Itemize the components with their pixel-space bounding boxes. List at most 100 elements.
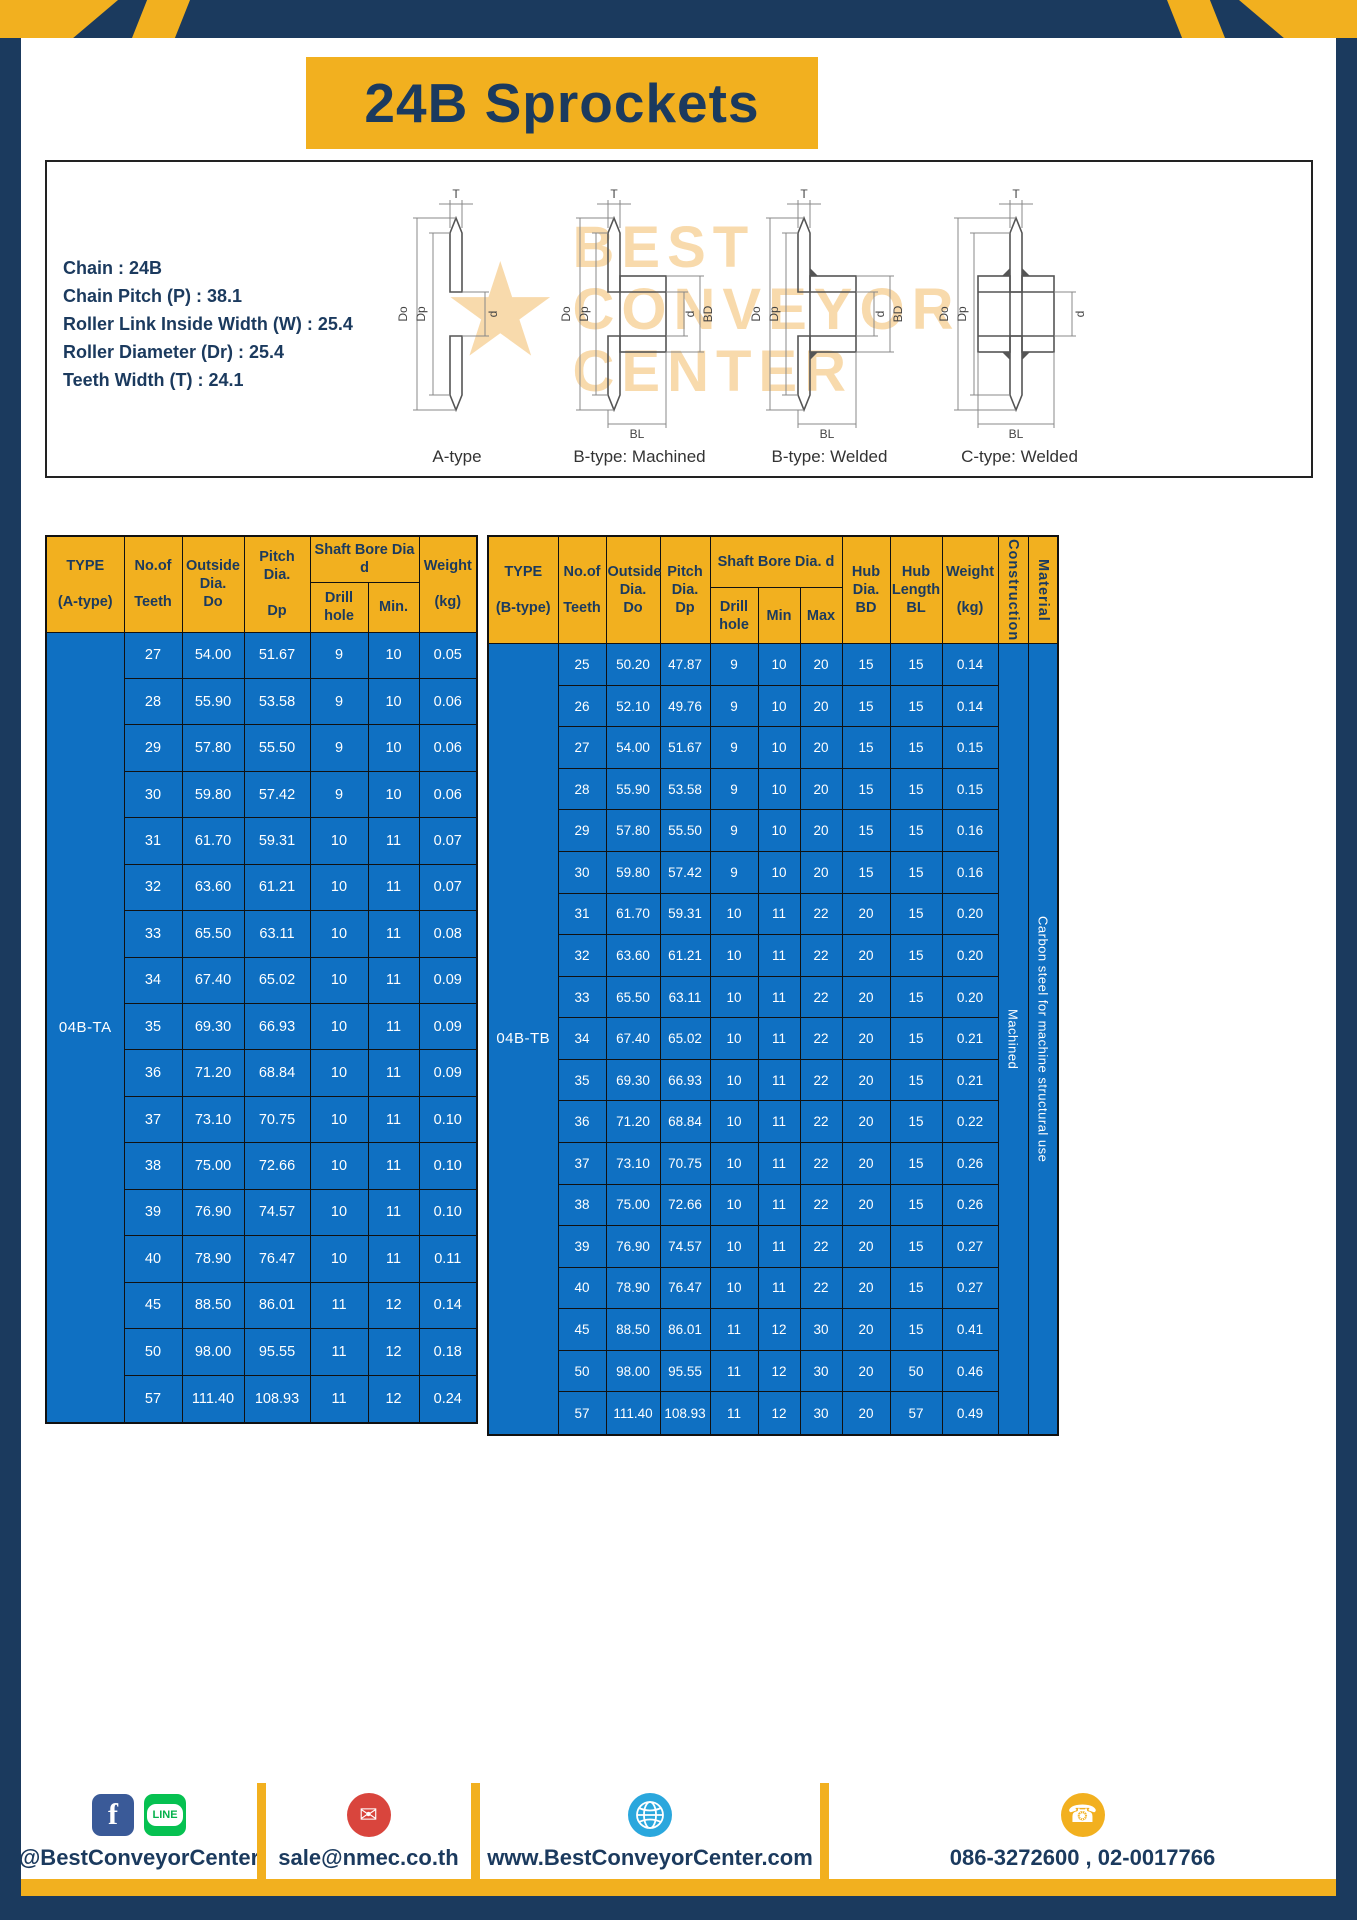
data-cell: 11 — [367, 817, 420, 865]
col-header-outside-dia: Outside Dia. Do — [605, 535, 661, 645]
data-cell: 57.80 — [605, 809, 661, 853]
table-row: 28 55.90 53.58 9 10 0.06 — [46, 677, 478, 726]
data-cell: 10 — [709, 934, 759, 977]
email-icon: ✉ — [346, 1792, 391, 1837]
watermark-line: CENTER — [572, 339, 854, 404]
data-cell: 11 — [757, 1183, 801, 1227]
data-cell: 15 — [841, 851, 891, 894]
data-cell: 57 — [123, 1374, 183, 1424]
data-cell: 0.16 — [941, 851, 999, 894]
data-cell: 27 — [123, 631, 183, 679]
data-cell: 11 — [757, 1266, 801, 1310]
data-cell: 88.50 — [605, 1308, 661, 1351]
data-cell: 9 — [309, 770, 369, 819]
data-cell: 0.10 — [418, 1095, 478, 1144]
data-cell: 0.05 — [418, 631, 478, 679]
data-cell: 9 — [709, 684, 759, 728]
data-cell: 30 — [799, 1308, 843, 1351]
data-cell: 15 — [841, 643, 891, 686]
col-header-teeth: No.of Teeth — [557, 535, 607, 645]
data-cell: 15 — [841, 767, 891, 811]
chain-specs: Chain : 24B Chain Pitch (P) : 38.1 Rolle… — [63, 254, 353, 394]
page-title: 24B Sprockets — [364, 72, 760, 134]
table-row: 35 69.30 66.93 10 11 0.09 — [46, 1002, 478, 1051]
data-cell: 33 — [123, 910, 183, 958]
data-cell: 32 — [123, 863, 183, 912]
data-cell: 32 — [557, 934, 607, 977]
data-cell: 66.93 — [243, 1002, 311, 1051]
data-cell: 0.06 — [418, 770, 478, 819]
spec-line-teeth-width: Teeth Width (T) : 24.1 — [63, 370, 244, 390]
data-cell: 0.06 — [418, 677, 478, 726]
col-header-shaft-bore: Shaft Bore Dia d — [309, 535, 420, 583]
data-cell: 22 — [799, 1058, 843, 1102]
table-row: 37 73.10 70.75 10 11 22 20 15 0.26 — [488, 1141, 1058, 1185]
data-cell: 11 — [367, 1235, 420, 1283]
email-glyph: ✉ — [359, 1801, 378, 1827]
data-cell: 11 — [367, 1049, 420, 1097]
drawing-a-type: T Do Dp d A-type — [377, 187, 537, 467]
table-row: 26 52.10 49.76 9 10 20 15 15 0.14 — [488, 684, 1058, 728]
data-cell: 11 — [757, 1225, 801, 1268]
data-cell: 36 — [557, 1100, 607, 1143]
data-cell: 49.76 — [659, 684, 711, 728]
data-cell: 15 — [889, 1308, 943, 1351]
data-cell: 65.02 — [243, 956, 311, 1005]
data-cell: 50 — [557, 1349, 607, 1393]
data-cell: 20 — [799, 684, 843, 728]
data-cell: 10 — [757, 684, 801, 728]
col-header-pitch-dia: Pitch Dia. Dp — [659, 535, 711, 645]
data-cell: 30 — [799, 1349, 843, 1393]
data-cell: 10 — [309, 817, 369, 865]
data-cell: 10 — [709, 1141, 759, 1185]
data-cell: 50 — [123, 1328, 183, 1376]
data-cell: 10 — [757, 809, 801, 853]
dim-label-d: d — [683, 311, 697, 318]
data-cell: 31 — [557, 892, 607, 936]
data-cell: 11 — [757, 1141, 801, 1185]
table-row: 27 54.00 51.67 9 10 20 15 15 0.15 — [488, 726, 1058, 769]
data-cell: 15 — [889, 1017, 943, 1060]
data-cell: 72.66 — [243, 1142, 311, 1190]
table-row: 30 59.80 57.42 9 10 0.06 — [46, 770, 478, 819]
data-cell: 0.27 — [941, 1225, 999, 1268]
data-cell: 20 — [841, 1308, 891, 1351]
col-header-construction: Construction — [997, 535, 1029, 645]
data-cell: 0.26 — [941, 1183, 999, 1227]
table-row: 31 61.70 59.31 10 11 22 20 15 0.20 — [488, 892, 1058, 936]
data-cell: 30 — [557, 851, 607, 894]
footer-email-text: sale@nmec.co.th — [278, 1844, 459, 1870]
dim-label-do: Do — [937, 306, 951, 322]
data-cell: 10 — [367, 677, 420, 726]
data-cell: 78.90 — [605, 1266, 661, 1310]
data-cell: 63.60 — [181, 863, 245, 912]
data-cell: 57.42 — [659, 851, 711, 894]
data-cell: 78.90 — [181, 1235, 245, 1283]
data-cell: 11 — [367, 863, 420, 912]
table-row: 30 59.80 57.42 9 10 20 15 15 0.16 — [488, 851, 1058, 894]
data-cell: 15 — [841, 809, 891, 853]
data-cell: 11 — [367, 1142, 420, 1190]
col-header-shaft-bore: Shaft Bore Dia. d — [709, 535, 843, 589]
data-cell: 20 — [841, 1225, 891, 1268]
data-cell: 15 — [889, 934, 943, 977]
data-cell: 55.90 — [605, 767, 661, 811]
data-cell: 0.11 — [418, 1235, 478, 1283]
footer-separator — [471, 1783, 480, 1896]
corner-stripe-left-2 — [132, 0, 190, 38]
b-type-machined-diagram: T Do Dp d BD BL — [559, 187, 715, 441]
data-cell: 9 — [709, 809, 759, 853]
data-cell: 98.00 — [181, 1328, 245, 1376]
data-cell: 72.66 — [659, 1183, 711, 1227]
data-cell: 22 — [799, 975, 843, 1019]
data-cell: 22 — [799, 1225, 843, 1268]
table-row: 45 88.50 86.01 11 12 0.14 — [46, 1281, 478, 1330]
dim-label-do: Do — [396, 306, 410, 322]
footer-phone-text: 086-3272600 , 02-0017766 — [949, 1844, 1216, 1870]
data-cell: 10 — [709, 1100, 759, 1143]
data-cell: 59.31 — [659, 892, 711, 936]
c-type-welded-diagram: T Do Dp d BL — [937, 187, 1087, 441]
data-cell: 11 — [367, 910, 420, 958]
data-cell: 65.50 — [181, 910, 245, 958]
data-cell: 40 — [557, 1266, 607, 1310]
